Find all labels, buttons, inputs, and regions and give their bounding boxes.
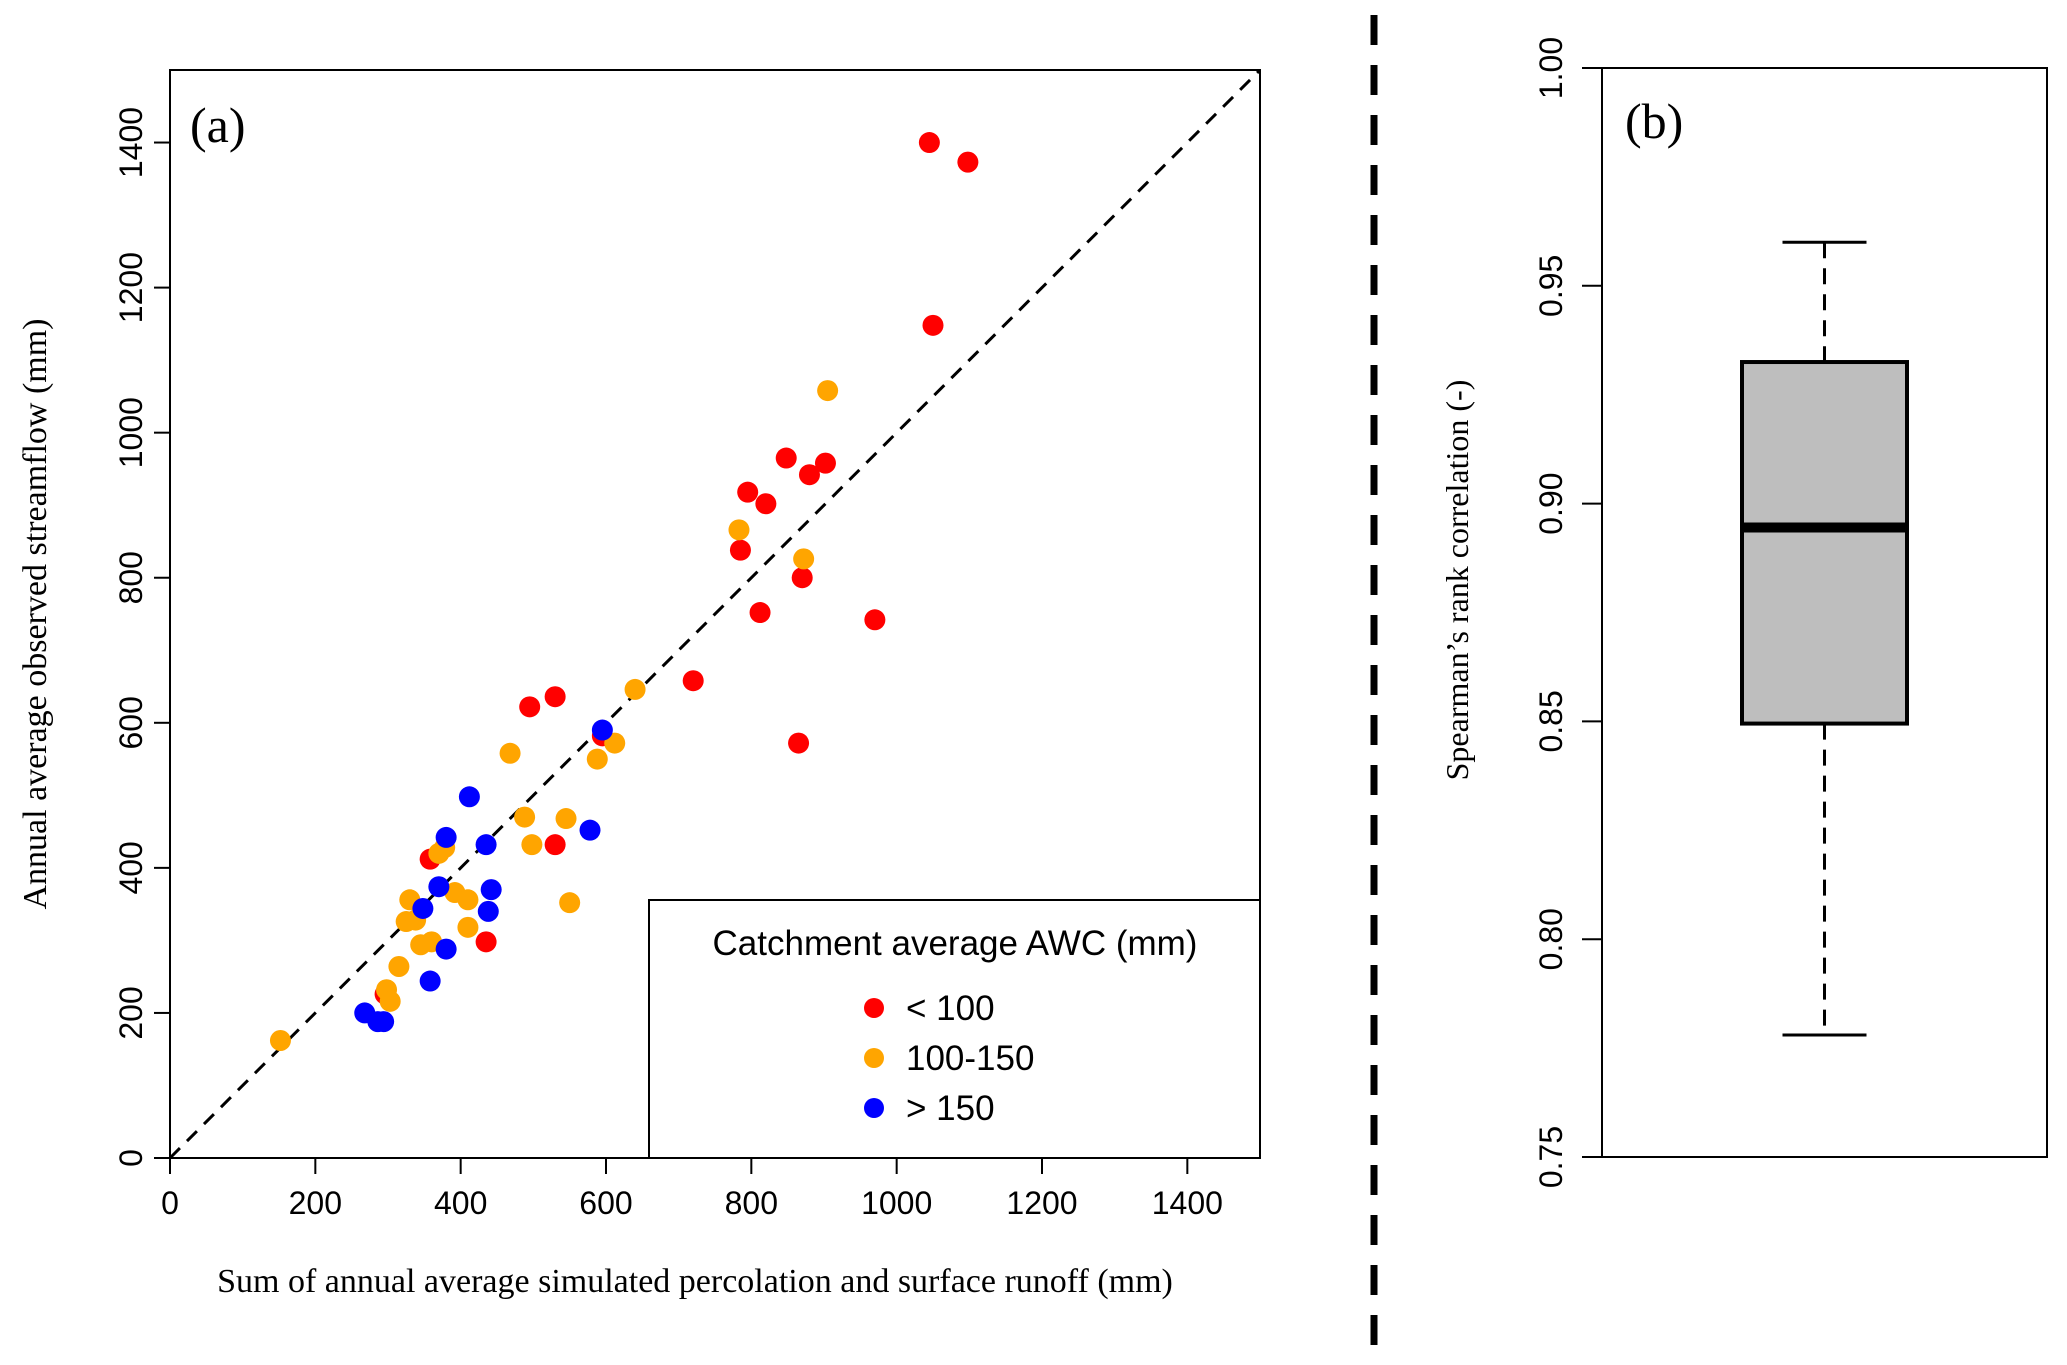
y-tick-label: 400: [113, 841, 149, 894]
data-point: [559, 892, 581, 914]
data-point: [793, 548, 815, 570]
data-point: [475, 834, 497, 856]
data-point: [586, 748, 608, 770]
data-point: [412, 897, 434, 919]
data-point: [864, 609, 886, 631]
data-point: [428, 876, 450, 898]
data-point: [579, 819, 601, 841]
y-tick-label: 0: [113, 1149, 149, 1167]
data-point: [521, 834, 543, 856]
x-tick-label: 600: [579, 1185, 632, 1221]
x-tick-label: 200: [289, 1185, 342, 1221]
y-tick-label: 0.85: [1533, 690, 1569, 752]
y-tick-label: 0.95: [1533, 255, 1569, 317]
legend-label-gt150: > 150: [906, 1089, 995, 1128]
data-point: [788, 732, 810, 754]
data-point: [814, 452, 836, 474]
y-tick-label: 1400: [113, 107, 149, 178]
x-tick-label: 0: [161, 1185, 179, 1221]
legend-marker-gt150: [864, 1098, 884, 1118]
y-tick-label: 0.75: [1533, 1126, 1569, 1188]
boxplot: [1740, 240, 1909, 1037]
y-tick-label: 0.90: [1533, 472, 1569, 534]
plot-area-frame-b: [1601, 67, 2048, 1158]
data-point: [519, 696, 541, 718]
legend-box: [648, 899, 1261, 1159]
data-point: [591, 719, 613, 741]
data-point: [544, 834, 566, 856]
y-tick-label: 600: [113, 696, 149, 749]
y-tick-label: 200: [113, 986, 149, 1039]
legend: Catchment average AWC (mm) < 100 100-150…: [648, 899, 1261, 1159]
legend-label-100-150: 100-150: [906, 1039, 1034, 1078]
y-tick-label: 1.00: [1533, 37, 1569, 99]
data-point: [817, 380, 839, 402]
data-point: [737, 481, 759, 503]
scatter-points: [269, 132, 979, 1051]
data-point: [729, 539, 751, 561]
y-tick-label: 800: [113, 551, 149, 604]
data-point: [728, 519, 750, 541]
legend-title: Catchment average AWC (mm): [713, 924, 1198, 963]
y-tick-label: 0.80: [1533, 908, 1569, 970]
y-axis-ticks-b: 0.75 0.80 0.85 0.90 0.95 1.00: [1533, 37, 1602, 1188]
y-tick-label: 1200: [113, 252, 149, 323]
data-point: [457, 916, 479, 938]
data-point: [749, 602, 771, 624]
x-tick-label: 1400: [1152, 1185, 1223, 1221]
data-point: [544, 686, 566, 708]
data-point: [428, 842, 450, 864]
y-tick-label: 1000: [113, 397, 149, 468]
data-point: [922, 314, 944, 336]
data-point: [419, 970, 441, 992]
x-tick-label: 1000: [861, 1185, 932, 1221]
data-point: [604, 732, 626, 754]
data-point: [791, 567, 813, 589]
y-axis-label-b: Spearman’s rank correlation (-): [1439, 380, 1475, 781]
y-axis-ticks: 0 200 400 600 800 1000 1200 1400: [113, 107, 170, 1167]
scatter-panel: 0 200 400 600 800 1000 1200 1400 0 200 400 600 800 1…: [17, 68, 1262, 1300]
data-point: [458, 786, 480, 808]
x-axis-ticks: 0 200 400 600 800 1000 1200 1400: [161, 1158, 1223, 1221]
x-tick-label: 400: [434, 1185, 487, 1221]
data-point: [480, 879, 502, 901]
boxplot-panel: 0.75 0.80 0.85 0.90 0.95 1.00 (b) Spearman’s …: [1439, 37, 2048, 1188]
data-point: [755, 493, 777, 515]
data-point: [457, 889, 479, 911]
data-point: [499, 742, 521, 764]
x-axis-label: Sum of annual average simulated percolat…: [217, 1263, 1173, 1300]
data-point: [435, 826, 457, 848]
data-point: [957, 151, 979, 173]
x-tick-label: 1200: [1006, 1185, 1077, 1221]
panel-label-b: (b): [1625, 93, 1683, 149]
data-point: [435, 938, 457, 960]
data-point: [775, 447, 797, 469]
y-axis-label: Annual average observed streamflow (mm): [17, 319, 54, 910]
data-point: [555, 808, 577, 830]
data-point: [477, 900, 499, 922]
panel-label-a: (a): [190, 97, 246, 153]
data-point: [918, 132, 940, 154]
legend-marker-lt100: [864, 998, 884, 1018]
data-point: [269, 1029, 291, 1051]
legend-marker-100-150: [864, 1048, 884, 1068]
data-point: [388, 956, 410, 978]
data-point: [682, 670, 704, 692]
legend-label-lt100: < 100: [906, 989, 995, 1028]
data-point: [373, 1011, 395, 1033]
data-point: [514, 806, 536, 828]
data-point: [798, 464, 820, 486]
interquartile-box: [1740, 360, 1909, 726]
one-to-one-line: [168, 68, 1262, 1160]
data-point: [379, 990, 401, 1012]
x-tick-label: 800: [725, 1185, 778, 1221]
data-point: [475, 931, 497, 953]
data-point: [624, 678, 646, 700]
